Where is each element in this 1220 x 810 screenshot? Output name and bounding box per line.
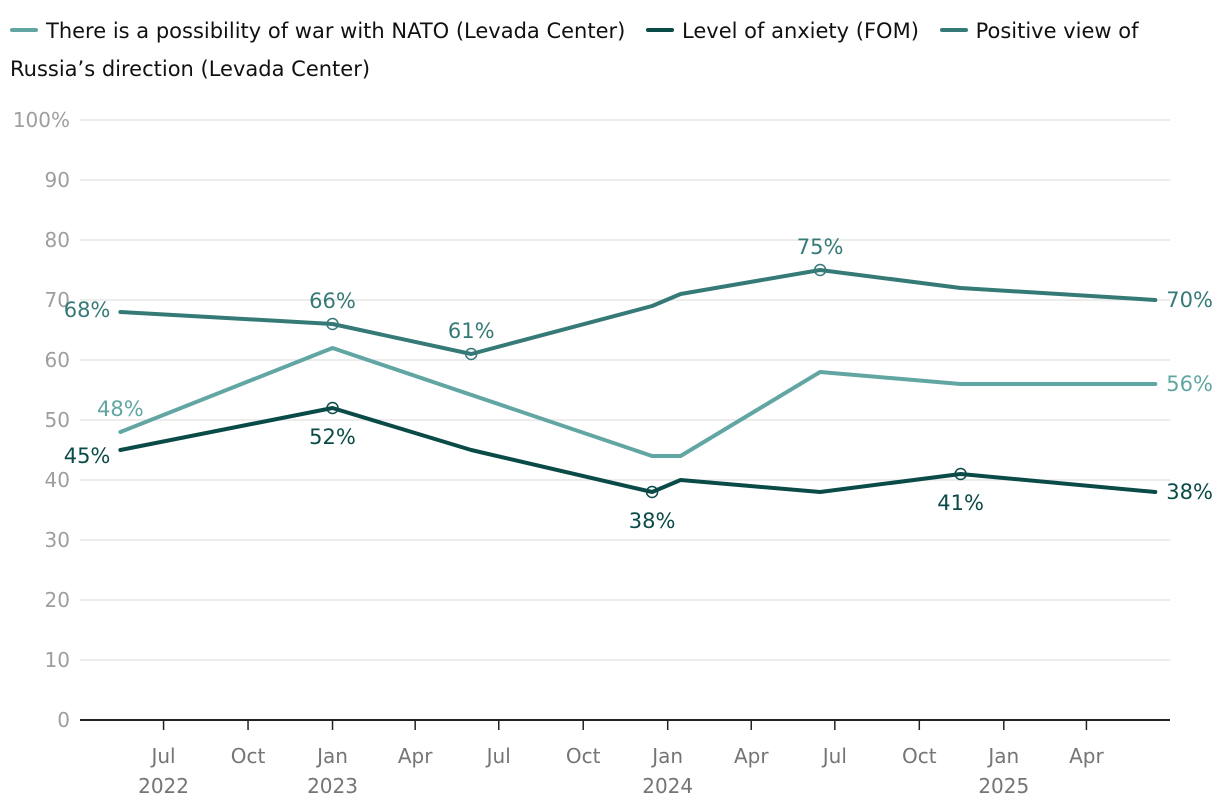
y-tick-label: 90 — [45, 168, 70, 192]
point-marker-positive-view — [326, 317, 339, 331]
data-label-war-possibility: 48% — [97, 397, 144, 421]
x-tick-label: Apr — [398, 744, 433, 768]
x-axis: Jul 2022 Oct Jan 2023 Apr Jul Oct Jan 2024 Apr Jul O… — [80, 719, 1170, 798]
y-tick-label: 100% — [13, 108, 70, 132]
x-year-label: 2022 — [138, 774, 189, 798]
x-tick-label: Jan — [650, 744, 683, 768]
data-label-positive-view: 75% — [797, 235, 844, 259]
data-label-positive-view: 70% — [1166, 288, 1213, 312]
legend-swatch-anxiety — [646, 28, 675, 32]
legend-swatch-positive-view — [939, 28, 968, 32]
x-tick-label: Jul — [485, 744, 511, 768]
data-label-anxiety: 38% — [629, 509, 676, 533]
y-tick-label: 30 — [45, 528, 70, 552]
x-tick-label: Apr — [734, 744, 769, 768]
x-tick-label: Jan — [315, 744, 348, 768]
data-label-anxiety: 52% — [309, 425, 356, 449]
y-tick-label: 70 — [45, 288, 70, 312]
x-tick-label: Oct — [902, 744, 937, 768]
data-labels: 48% 56% 45% 52% 38% 41% 38% 68% 66% 61% 75% 70% — [64, 235, 1213, 533]
y-axis-ticks: 0 10 20 30 40 50 60 70 80 90 100% — [13, 108, 70, 732]
series-line-war-possibility — [118, 346, 1158, 458]
data-label-positive-view: 61% — [448, 319, 495, 343]
point-marker-positive-view — [813, 263, 827, 277]
series-line-positive-view — [118, 268, 1158, 356]
x-tick-label: Apr — [1069, 744, 1104, 768]
y-tick-label: 20 — [45, 588, 70, 612]
point-marker-anxiety — [954, 467, 967, 481]
data-label-anxiety: 41% — [937, 491, 984, 515]
y-tick-label: 10 — [45, 648, 70, 672]
chart-legend: There is a possibility of war with NATO … — [10, 12, 1210, 88]
legend-label-anxiety: Level of anxiety (FOM) — [682, 19, 919, 43]
gridlines — [80, 119, 1170, 661]
data-label-anxiety: 45% — [64, 444, 111, 468]
data-label-positive-view: 66% — [309, 289, 356, 313]
data-label-war-possibility: 56% — [1166, 372, 1213, 396]
data-label-positive-view: 68% — [64, 298, 111, 322]
point-marker-positive-view — [464, 347, 478, 361]
x-tick-label: Jul — [821, 744, 847, 768]
point-marker-anxiety — [326, 401, 339, 415]
y-tick-label: 50 — [45, 408, 70, 432]
y-tick-label: 80 — [45, 228, 70, 252]
legend-item-positive-view[interactable]: Positive view of Russia’s direction (Lev… — [10, 19, 1138, 81]
legend-item-war-possibility[interactable]: There is a possibility of war with NATO … — [10, 19, 632, 43]
legend-item-anxiety[interactable]: Level of anxiety (FOM) — [646, 19, 926, 43]
series-line-anxiety — [118, 406, 1158, 494]
y-tick-label: 0 — [57, 708, 70, 732]
legend-swatch-war-possibility — [10, 28, 38, 32]
x-tick-label: Oct — [566, 744, 601, 768]
x-tick-label: Oct — [231, 744, 266, 768]
x-year-label: 2023 — [307, 774, 358, 798]
series-lines — [118, 268, 1158, 494]
legend-label-war-possibility: There is a possibility of war with NATO … — [46, 19, 626, 43]
x-tick-label: Jul — [149, 744, 175, 768]
point-markers — [326, 263, 967, 499]
y-tick-label: 40 — [45, 468, 70, 492]
y-tick-label: 60 — [45, 348, 70, 372]
x-year-label: 2024 — [642, 774, 693, 798]
data-label-anxiety: 38% — [1166, 480, 1213, 504]
legend-label-positive-view: Positive view of Russia’s direction (Lev… — [10, 19, 1139, 81]
point-marker-anxiety — [645, 485, 659, 499]
x-year-label: 2025 — [978, 774, 1029, 798]
x-tick-label: Jan — [986, 744, 1019, 768]
